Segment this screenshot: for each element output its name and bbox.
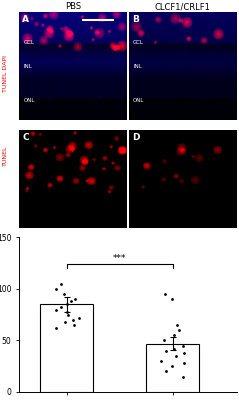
Point — [163, 291, 167, 297]
Point — [70, 298, 73, 304]
Point — [170, 296, 174, 302]
Point — [66, 312, 70, 318]
Text: ONL: ONL — [133, 98, 145, 103]
Text: TUNEL DAPI: TUNEL DAPI — [4, 56, 8, 92]
Point — [77, 314, 81, 321]
Bar — [147, 344, 200, 392]
Text: C: C — [22, 133, 29, 142]
Point — [183, 350, 186, 356]
Point — [159, 358, 163, 364]
Point — [177, 327, 181, 333]
Point — [170, 363, 174, 370]
Point — [65, 308, 69, 315]
Point — [172, 346, 176, 352]
Point — [72, 322, 76, 328]
Point — [172, 332, 175, 338]
Text: B: B — [132, 15, 139, 24]
Text: INL: INL — [23, 64, 32, 69]
Title: CLCF1/CRLF1: CLCF1/CRLF1 — [155, 2, 211, 11]
Text: A: A — [22, 15, 29, 24]
Point — [181, 342, 185, 349]
Text: TUNEL: TUNEL — [4, 146, 8, 166]
Text: GCL: GCL — [133, 40, 144, 45]
Point — [71, 317, 75, 323]
Point — [164, 368, 168, 374]
Point — [73, 296, 76, 302]
Title: PBS: PBS — [65, 2, 81, 11]
Point — [62, 291, 66, 297]
Point — [162, 337, 166, 344]
Point — [181, 373, 185, 380]
Point — [174, 353, 177, 359]
Point — [182, 360, 186, 366]
Text: ***: *** — [113, 254, 127, 263]
Point — [54, 325, 58, 331]
Point — [54, 286, 58, 292]
Point — [59, 304, 63, 311]
Point — [54, 306, 58, 313]
Point — [164, 348, 168, 354]
Point — [63, 319, 67, 325]
Text: D: D — [132, 133, 140, 142]
Text: INL: INL — [133, 64, 142, 69]
Text: GCL: GCL — [23, 40, 34, 45]
Bar — [40, 304, 93, 392]
Point — [60, 280, 63, 287]
Text: ONL: ONL — [23, 98, 35, 103]
Point — [175, 322, 179, 328]
Point — [65, 301, 69, 308]
